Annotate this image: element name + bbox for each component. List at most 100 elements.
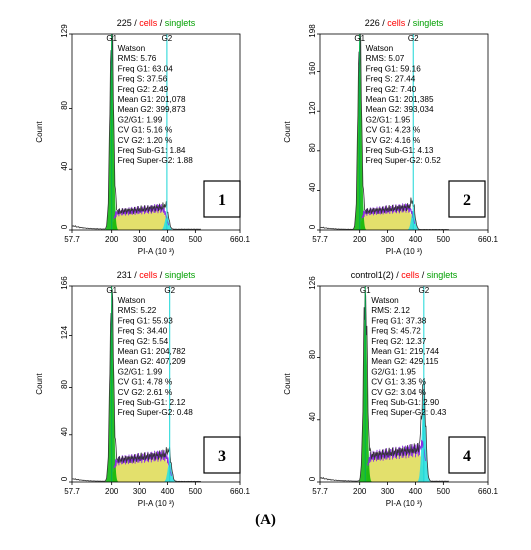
panel-number-box [448, 436, 486, 474]
stats-line: Freq G2: 12.37 [371, 337, 427, 346]
y-tick-label: 120 [308, 101, 317, 115]
stats-line: CV G2: 4.16 % [366, 136, 421, 145]
x-tick-label: 57.7 [312, 487, 328, 496]
marker-label-g1: G1 [360, 286, 371, 295]
x-tick-label: 200 [353, 487, 367, 496]
stats-line: Mean G2: 407,209 [118, 357, 186, 366]
marker-label-g1: G1 [354, 34, 365, 43]
stats-line: RMS: 5.76 [118, 54, 157, 63]
stats-line: Mean G1: 204,782 [118, 347, 186, 356]
marker-label-g2: G2 [418, 286, 429, 295]
x-tick-label: 400 [161, 487, 175, 496]
y-tick-label: 0 [308, 224, 317, 229]
stats-line: Freq S: 45.72 [371, 327, 421, 336]
panel-title: 225 / cells / singlets [117, 18, 196, 28]
y-tick-label: 126 [308, 276, 317, 290]
x-tick-label: 660.1 [230, 487, 251, 496]
stats-line: G2/G1: 1.99 [118, 367, 163, 376]
x-tick-label: 200 [105, 487, 119, 496]
plot-frame [319, 285, 489, 483]
stats-line: Watson [366, 44, 394, 53]
histogram-line [72, 289, 201, 482]
x-tick-label: 400 [409, 235, 423, 244]
stats-line: G2/G1: 1.99 [118, 115, 163, 124]
panel-number: 1 [218, 192, 226, 209]
y-tick-label: 40 [308, 182, 317, 191]
x-axis-label: PI-A (10 ³) [386, 247, 423, 256]
y-tick-label: 0 [60, 224, 69, 229]
stats-line: Mean G1: 201,385 [366, 95, 434, 104]
marker-label-g1: G1 [106, 286, 117, 295]
x-tick-label: 500 [437, 235, 451, 244]
plot-frame [71, 285, 241, 483]
figure-caption: (A) [255, 512, 276, 528]
y-tick-label: 40 [60, 161, 69, 170]
stats-line: Freq Super-G2: 0.52 [366, 156, 442, 165]
stats-line: CV G2: 1.20 % [118, 136, 173, 145]
y-axis-label: Count [283, 121, 292, 143]
x-tick-label: 500 [437, 487, 451, 496]
y-tick-label: 0 [308, 476, 317, 481]
x-tick-label: 300 [381, 487, 395, 496]
x-tick-label: 660.1 [478, 487, 499, 496]
y-tick-label: 124 [60, 325, 69, 339]
x-axis-label: PI-A (10 ³) [138, 247, 175, 256]
stats-line: Mean G2: 393,034 [366, 105, 434, 114]
x-tick-label: 660.1 [230, 235, 251, 244]
y-tick-label: 80 [308, 143, 317, 152]
stats-line: Freq G1: 63.04 [118, 64, 174, 73]
panel-number-box [203, 436, 241, 474]
marker-label-g2: G2 [408, 34, 419, 43]
stats-line: Freq G2: 5.54 [118, 337, 169, 346]
panel-number-box [203, 180, 241, 218]
stats-line: Freq Sub-G1: 2.90 [371, 398, 439, 407]
y-tick-label: 80 [60, 100, 69, 109]
stats-line: RMS: 2.12 [371, 306, 410, 315]
panel-number: 4 [463, 448, 471, 465]
stats-line: CV G1: 4.78 % [118, 378, 173, 387]
stats-line: Freq Super-G2: 1.88 [118, 156, 194, 165]
stats-line: RMS: 5.07 [366, 54, 405, 63]
stats-line: Freq G2: 7.40 [366, 85, 417, 94]
stats-line: Freq Super-G2: 0.48 [118, 408, 194, 417]
x-tick-label: 500 [189, 235, 203, 244]
stats-line: Watson [118, 44, 146, 53]
marker-label-g2: G2 [164, 286, 175, 295]
x-tick-label: 57.7 [312, 235, 328, 244]
x-tick-label: 57.7 [64, 235, 80, 244]
histogram-line [72, 33, 201, 230]
panel-title: control1(2) / cells / singlets [351, 270, 458, 280]
panel-number: 3 [218, 448, 226, 465]
y-tick-label: 40 [308, 412, 317, 421]
stats-line: Freq Super-G2: 0.43 [371, 408, 447, 417]
panel-title: 231 / cells / singlets [117, 270, 196, 280]
x-tick-label: 200 [105, 235, 119, 244]
y-tick-label: 129 [60, 24, 69, 38]
y-tick-label: 80 [308, 350, 317, 359]
stats-line: Freq S: 34.40 [118, 327, 168, 336]
stats-line: Mean G2: 399,873 [118, 105, 186, 114]
histogram-panel-4: control1(2) / cells / singlets G1 G2 0 40 80 1… [283, 270, 499, 508]
y-axis-label: Count [35, 121, 44, 143]
plot-frame [71, 33, 241, 231]
y-tick-label: 198 [308, 24, 317, 38]
panel-number: 2 [463, 192, 471, 209]
stats-line: Watson [371, 296, 399, 305]
stats-line: Freq Sub-G1: 1.84 [118, 146, 186, 155]
stats-line: Freq G2: 2.49 [118, 85, 169, 94]
stats-line: Mean G1: 201,078 [118, 95, 186, 104]
x-axis-label: PI-A (10 ³) [386, 499, 423, 508]
stats-line: CV G1: 4.23 % [366, 126, 421, 135]
y-axis-label: Count [283, 373, 292, 395]
x-tick-label: 500 [189, 487, 203, 496]
y-tick-label: 40 [60, 427, 69, 436]
stats-line: G2/G1: 1.95 [366, 115, 411, 124]
x-tick-label: 300 [133, 487, 147, 496]
panel-title: 226 / cells / singlets [365, 18, 444, 28]
x-tick-label: 200 [353, 235, 367, 244]
y-tick-label: 0 [60, 476, 69, 481]
stats-line: Mean G2: 429,115 [371, 357, 439, 366]
